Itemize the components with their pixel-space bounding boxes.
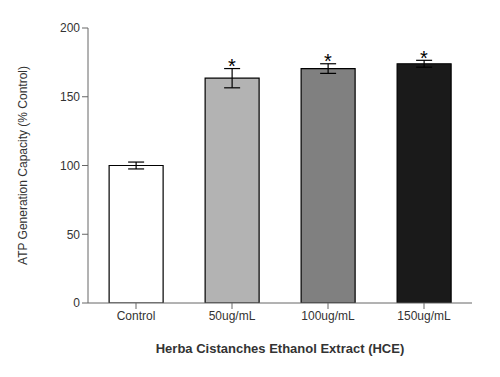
svg-text:100: 100 [60, 159, 80, 173]
svg-text:ATP Generation Capacity (% Con: ATP Generation Capacity (% Control) [16, 66, 30, 265]
svg-text:50ug/mL: 50ug/mL [209, 309, 256, 323]
svg-text:100ug/mL: 100ug/mL [301, 309, 355, 323]
svg-text:50: 50 [67, 228, 81, 242]
svg-text:Herba Cistanches Ethanol Extra: Herba Cistanches Ethanol Extract (HCE) [156, 341, 405, 356]
svg-text:200: 200 [60, 21, 80, 35]
svg-text:0: 0 [73, 296, 80, 310]
svg-text:150: 150 [60, 90, 80, 104]
svg-text:150ug/mL: 150ug/mL [397, 309, 451, 323]
svg-text:*: * [324, 50, 332, 72]
svg-text:Control: Control [117, 309, 156, 323]
svg-text:*: * [228, 55, 236, 77]
svg-text:*: * [420, 47, 428, 69]
